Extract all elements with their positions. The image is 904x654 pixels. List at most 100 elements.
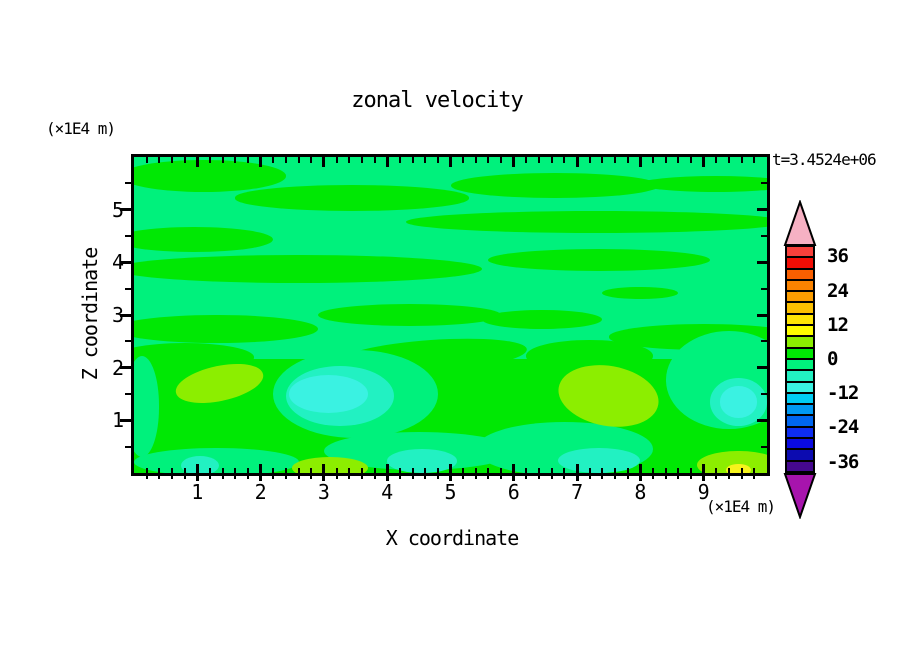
x-minor-tick [221,468,224,479]
x-minor-tick [234,468,237,479]
x-minor-tick [246,468,249,479]
colorbar-segment [787,314,813,327]
x-major-tick [575,464,579,481]
contour-region [488,248,711,271]
x-minor-tick [525,468,528,479]
x-minor-tick [284,468,287,479]
x-minor-tick [360,157,363,163]
x-major-tick [259,464,263,481]
x-minor-tick [626,157,629,163]
x-minor-tick [753,157,756,163]
x-major-tick [195,157,199,167]
y-minor-tick [125,340,131,343]
colorbar-segment [787,405,813,417]
y-major-tick [120,260,131,264]
x-minor-tick [398,468,401,479]
x-minor-tick [424,468,427,479]
x-tick-label: 4 [381,480,394,504]
contour-region [317,303,502,327]
colorbar-over-arrow [783,200,817,246]
x-minor-tick [525,157,528,163]
colorbar-under-arrow [783,473,817,519]
colorbar-segment [787,427,813,440]
x-minor-tick [246,157,249,163]
x-minor-tick [563,157,566,163]
plot-title: zonal velocity [351,88,523,113]
y-major-tick [757,313,767,317]
x-minor-tick [348,157,351,163]
contour-region [450,172,660,199]
y-minor-tick [761,393,767,395]
x-minor-tick [487,468,490,479]
colorbar-tick-label: 0 [827,348,838,370]
y-major-tick [757,260,767,264]
y-major-tick [757,418,767,422]
colorbar-tick-label: 12 [827,313,849,336]
colorbar-segment [787,348,813,360]
x-minor-tick [652,468,655,479]
x-minor-tick [348,468,351,479]
y-minor-tick [125,287,131,290]
colorbar-tick-label: 36 [827,245,849,268]
x-minor-tick [728,157,731,163]
contour-field [134,157,767,473]
x-minor-tick [424,157,427,163]
x-minor-tick [272,157,275,163]
x-minor-tick [487,157,490,163]
contour-region [558,447,641,473]
x-minor-tick [538,157,541,163]
colorbar-segment [787,337,813,349]
colorbar-segment [787,439,813,451]
colorbar-segment [787,382,813,394]
x-axis-title: X coordinate [385,526,519,550]
x-minor-tick [614,468,617,479]
x-minor-tick [436,468,439,479]
contour-region [134,226,274,252]
colorbar-segment [787,371,813,383]
x-minor-tick [373,157,376,163]
x-minor-tick [310,468,313,479]
x-minor-tick [234,157,237,163]
x-tick-label: 3 [317,480,330,504]
contour-region [602,286,679,300]
colorbar-segment [787,258,813,270]
x-minor-tick [652,157,655,163]
contour-region [725,463,752,473]
y-minor-tick [761,235,767,237]
x-minor-tick [474,157,477,163]
y-major-tick [120,418,131,422]
x-major-tick [638,464,642,481]
x-minor-tick [474,468,477,479]
y-minor-tick [125,182,131,185]
x-minor-tick [170,468,173,479]
x-minor-tick [335,157,338,163]
x-minor-tick [436,157,439,163]
colorbar-segment [787,461,813,471]
contour-region [482,310,603,330]
x-minor-tick [677,157,680,163]
x-minor-tick [601,157,604,163]
x-major-tick [638,157,642,167]
x-major-tick [575,157,579,167]
colorbar-segment [787,303,813,315]
x-minor-tick [715,468,718,479]
x-major-tick [449,157,452,167]
x-major-tick [449,464,452,481]
x-minor-tick [550,468,553,479]
colorbar [785,245,815,473]
y-major-tick [120,313,131,317]
x-minor-tick [284,157,287,163]
x-minor-tick [626,468,629,479]
colorbar-segment [787,416,813,428]
y-minor-tick [761,182,767,185]
x-major-tick [702,157,706,167]
x-axis-unit-label: (×1E4 m) [705,497,776,516]
colorbar-tick-label: -12 [827,382,859,405]
contour-region [134,315,318,344]
x-minor-tick [588,468,591,479]
y-minor-tick [761,287,767,290]
y-tick-label: 2 [111,355,124,380]
x-minor-tick [753,468,756,479]
y-major-tick [757,366,767,370]
x-minor-tick [145,157,148,163]
